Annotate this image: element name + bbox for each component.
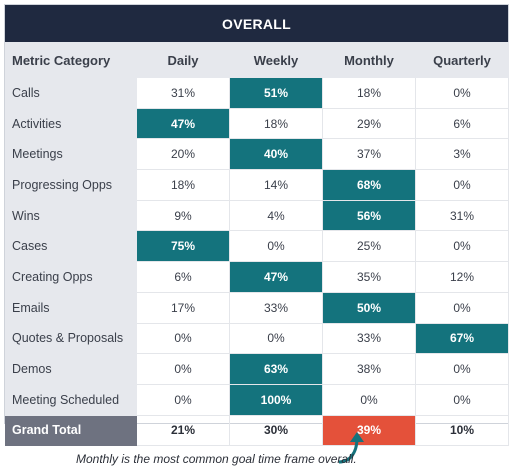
- table-cell: 47%: [136, 107, 230, 140]
- table-cell: 10%: [415, 414, 509, 447]
- table-row: Creating Opps 6% 47% 35% 12%: [5, 261, 509, 293]
- table-row: Quotes & Proposals 0% 0% 33% 67%: [5, 322, 509, 355]
- row-label: Meetings: [5, 138, 137, 171]
- table-row: Meetings 20% 40% 37% 3%: [5, 138, 509, 171]
- table-cell: 39%: [322, 414, 416, 447]
- table-row: Cases 75% 0% 25% 0%: [5, 230, 509, 263]
- column-header: Quarterly: [415, 42, 509, 78]
- table-cell: 47%: [229, 261, 323, 293]
- row-label: Progressing Opps: [5, 169, 137, 201]
- table-cell: 100%: [229, 383, 323, 416]
- table-cell: 0%: [136, 322, 230, 355]
- table-row: Progressing Opps 18% 14% 68% 0%: [5, 169, 509, 201]
- table-cell: 56%: [322, 199, 416, 232]
- row-label: Quotes & Proposals: [5, 322, 137, 355]
- table-cell: 30%: [229, 414, 323, 447]
- column-header: Monthly: [322, 42, 416, 78]
- table-cell: 0%: [415, 353, 509, 385]
- table-cell: 0%: [136, 383, 230, 416]
- table-frame: OVERALL Metric Category Daily Weekly Mon…: [4, 4, 509, 447]
- curved-arrow-icon: [338, 432, 364, 464]
- goal-timeframe-table: Metric Category Daily Weekly Monthly Qua…: [5, 42, 509, 447]
- table-row: Activities 47% 18% 29% 6%: [5, 107, 509, 140]
- table-cell: 25%: [322, 230, 416, 263]
- table-cell: 50%: [322, 291, 416, 324]
- table-cell: 40%: [229, 138, 323, 171]
- table-cell: 4%: [229, 199, 323, 232]
- table-cell: 51%: [229, 77, 323, 109]
- table-cell: 14%: [229, 169, 323, 201]
- column-header: Weekly: [229, 42, 323, 78]
- table-cell: 18%: [229, 107, 323, 140]
- annotation-text: Monthly is the most common goal time fra…: [76, 452, 357, 466]
- table-cell: 75%: [136, 230, 230, 263]
- row-label: Meeting Scheduled: [5, 383, 137, 416]
- table-cell: 0%: [229, 230, 323, 263]
- table-cell: 31%: [136, 77, 230, 109]
- table-cell: 0%: [136, 353, 230, 385]
- row-label: Cases: [5, 230, 137, 263]
- table-cell: 0%: [415, 169, 509, 201]
- table-row: Meeting Scheduled 0% 100% 0% 0%: [5, 383, 509, 416]
- table-cell: 20%: [136, 138, 230, 171]
- row-label: Emails: [5, 291, 137, 324]
- table-cell: 18%: [136, 169, 230, 201]
- table-cell: 18%: [322, 77, 416, 109]
- table-cell: 0%: [415, 77, 509, 109]
- table-cell: 38%: [322, 353, 416, 385]
- header-row: Metric Category Daily Weekly Monthly Qua…: [5, 42, 509, 78]
- table-row: Wins 9% 4% 56% 31%: [5, 199, 509, 232]
- row-label: Calls: [5, 77, 137, 109]
- table-cell: 33%: [229, 291, 323, 324]
- table-cell: 0%: [415, 291, 509, 324]
- table-cell: 21%: [136, 414, 230, 447]
- table-cell: 68%: [322, 169, 416, 201]
- column-header: Daily: [136, 42, 230, 78]
- table-row: Calls 31% 51% 18% 0%: [5, 77, 509, 109]
- table-cell: 0%: [415, 230, 509, 263]
- table-cell: 33%: [322, 322, 416, 355]
- table-cell: 3%: [415, 138, 509, 171]
- table-cell: 63%: [229, 353, 323, 385]
- table-title: OVERALL: [5, 5, 508, 42]
- row-label: Demos: [5, 353, 137, 385]
- table-cell: 37%: [322, 138, 416, 171]
- table-row: Demos 0% 63% 38% 0%: [5, 353, 509, 385]
- table-row: Emails 17% 33% 50% 0%: [5, 291, 509, 324]
- row-label: Wins: [5, 199, 137, 232]
- row-label: Grand Total: [5, 414, 137, 447]
- table-cell: 0%: [415, 383, 509, 416]
- grand-total-row: Grand Total 21% 30% 39% 10%: [5, 414, 509, 447]
- table-cell: 29%: [322, 107, 416, 140]
- table-cell: 9%: [136, 199, 230, 232]
- table-cell: 31%: [415, 199, 509, 232]
- table-cell: 0%: [322, 383, 416, 416]
- column-header: Metric Category: [5, 42, 137, 78]
- table-cell: 6%: [415, 107, 509, 140]
- row-label: Creating Opps: [5, 261, 137, 293]
- table-cell: 6%: [136, 261, 230, 293]
- table-cell: 12%: [415, 261, 509, 293]
- table-cell: 0%: [229, 322, 323, 355]
- table-cell: 35%: [322, 261, 416, 293]
- row-label: Activities: [5, 107, 137, 140]
- table-cell: 67%: [415, 322, 509, 355]
- table-cell: 17%: [136, 291, 230, 324]
